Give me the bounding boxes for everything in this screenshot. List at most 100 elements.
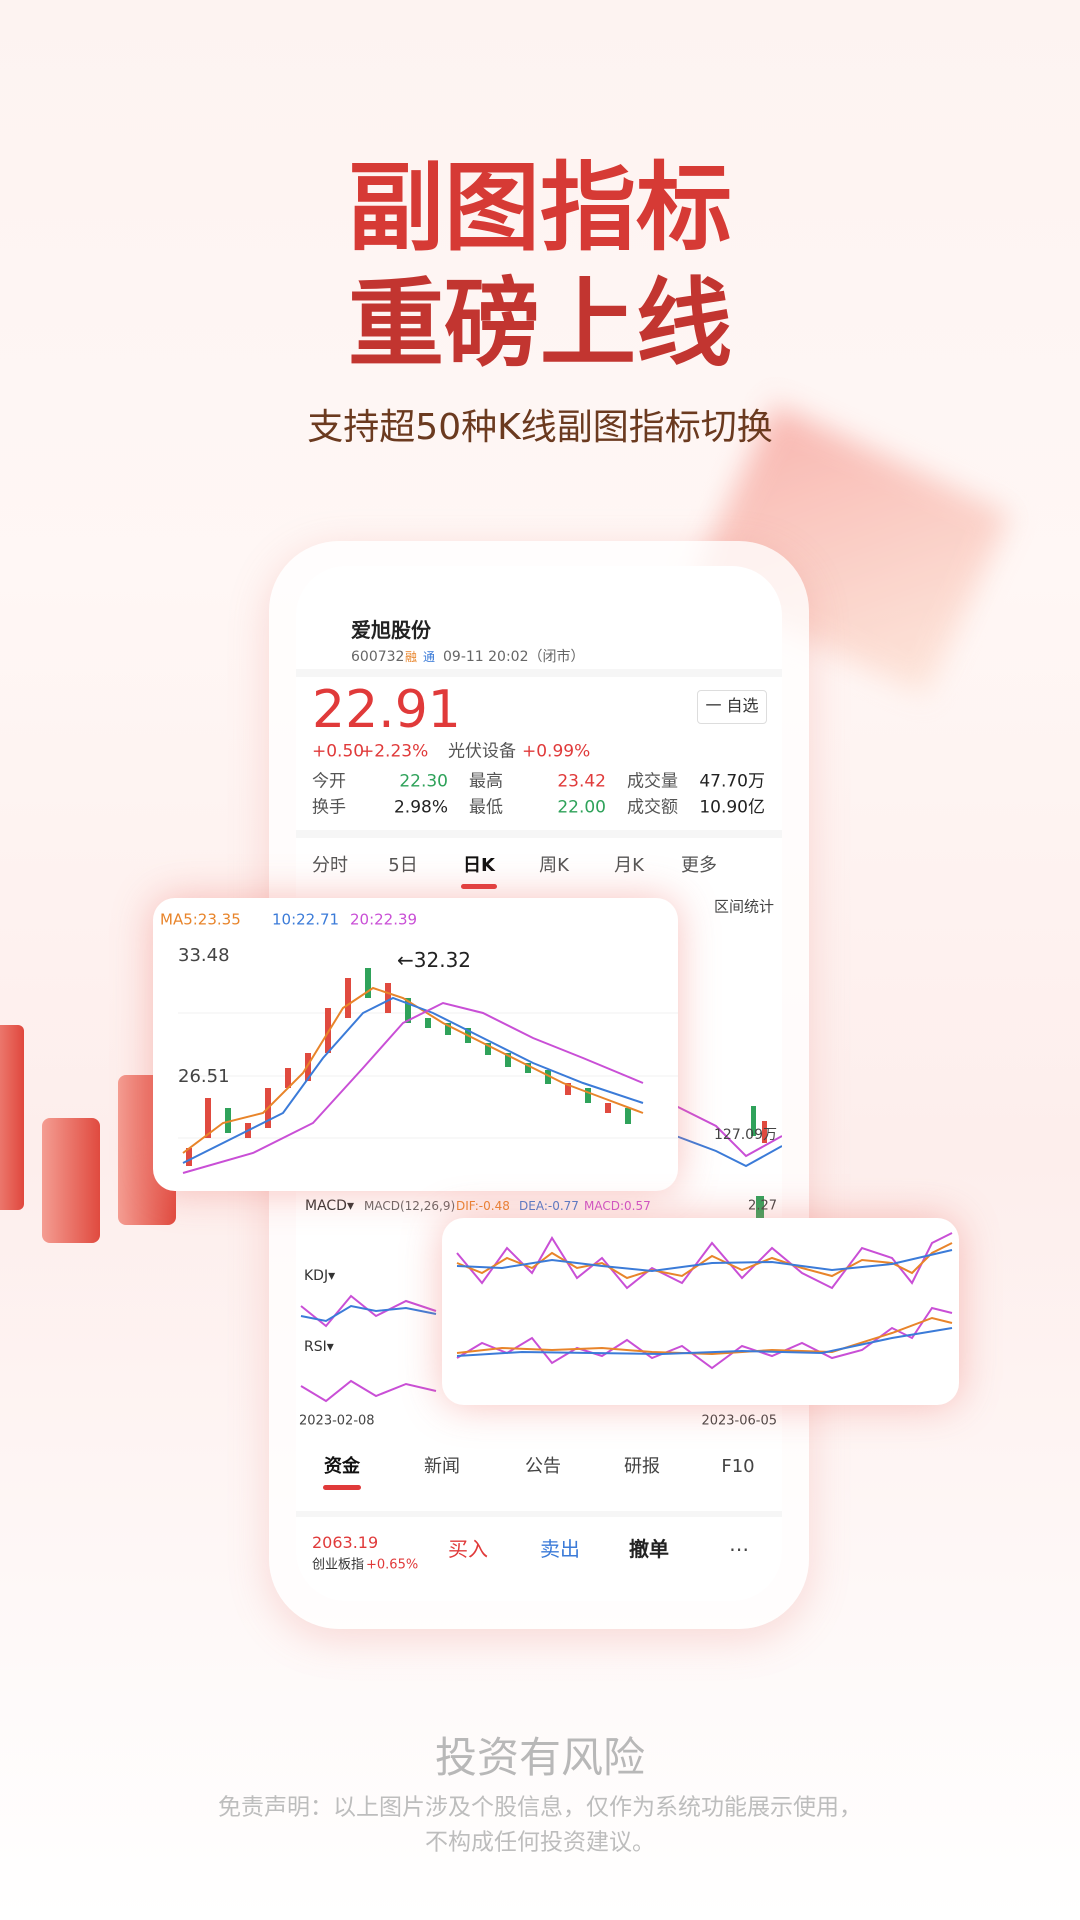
stat-value: 22.30 xyxy=(399,771,448,792)
stat-value: 10.90亿 xyxy=(699,797,765,818)
headline: 重磅上线 xyxy=(348,268,732,380)
range-stats[interactable]: 区间统计 xyxy=(713,897,775,916)
chart-tab[interactable]: 周K xyxy=(539,855,569,876)
ma-line xyxy=(182,986,644,1154)
info-tab[interactable]: 公告 xyxy=(525,1456,561,1477)
stock-time: 09-11 20:02（闭市） xyxy=(443,649,585,665)
stat-label: 成交量 xyxy=(627,771,678,792)
sector[interactable]: 光伏设备 xyxy=(448,741,516,762)
sector-pct: +0.99% xyxy=(522,741,591,762)
candle xyxy=(225,1108,231,1133)
kdj-line xyxy=(456,1249,953,1273)
subtitle: 支持超50种K线副图指标切换 xyxy=(307,407,773,448)
ma-legend: 10:22.71 xyxy=(272,910,340,929)
kdj-line xyxy=(456,1232,953,1290)
ma-line xyxy=(182,1001,644,1174)
change: +0.50 xyxy=(312,741,365,762)
candle xyxy=(762,1121,767,1143)
candle xyxy=(205,1098,211,1138)
candle xyxy=(405,998,411,1023)
background-chart xyxy=(300,1105,782,1403)
divider xyxy=(296,830,782,838)
candle xyxy=(345,978,351,1018)
action-button[interactable]: ⋯ xyxy=(729,1537,749,1561)
indicator-menu[interactable]: RSI▾ xyxy=(304,1339,334,1355)
watch-button[interactable]: 一 自选 xyxy=(705,696,759,715)
kline-chart xyxy=(178,968,678,1174)
index-name: 创业板指 xyxy=(312,1557,365,1573)
stat-label: 今开 xyxy=(312,771,346,792)
kline-card xyxy=(153,898,678,1191)
action-button[interactable]: 卖出 xyxy=(540,1537,580,1561)
stat-label: 成交额 xyxy=(627,797,678,818)
divider xyxy=(296,1511,782,1517)
ma-line xyxy=(675,1105,782,1158)
stat-label: 最高 xyxy=(469,771,503,792)
axis-label: 33.48 xyxy=(178,945,230,966)
rsi-line xyxy=(456,1306,953,1370)
info-tab[interactable]: 研报 xyxy=(624,1456,660,1477)
index-value[interactable]: 2063.19 xyxy=(312,1533,379,1552)
candle xyxy=(565,1083,571,1095)
action-button[interactable]: 买入 xyxy=(448,1537,488,1561)
indicator-params: MACD(12,26,9) xyxy=(364,1199,456,1213)
ma-line xyxy=(182,996,644,1164)
axis-label: 26.51 xyxy=(178,1066,230,1087)
headline: 副图指标 xyxy=(348,152,732,264)
rsi-line xyxy=(300,1379,437,1403)
candle xyxy=(525,1063,531,1073)
candle xyxy=(186,1148,192,1166)
action-button[interactable]: 撤单 xyxy=(629,1537,669,1561)
tab-underline xyxy=(461,884,497,889)
index-pct: +0.65% xyxy=(366,1557,419,1573)
info-tab[interactable]: 资金 xyxy=(324,1456,360,1477)
tab-underline xyxy=(323,1485,361,1490)
date-label: 2023-02-08 xyxy=(299,1413,375,1429)
watch-button-border[interactable] xyxy=(697,690,767,724)
volume-label: 127.09万 xyxy=(714,1127,777,1143)
chart-tab[interactable]: 分时 xyxy=(312,855,348,876)
candle xyxy=(425,1018,431,1028)
indicator-chart xyxy=(456,1232,953,1370)
ma-legend: MA5:23.35 xyxy=(160,910,241,929)
stat-value: 2.98% xyxy=(393,797,448,818)
chart-tab[interactable]: 月K xyxy=(614,855,644,876)
candle xyxy=(585,1088,591,1103)
indicator-menu[interactable]: MACD▾ xyxy=(305,1198,354,1214)
candle xyxy=(445,1023,451,1035)
indicator-card xyxy=(442,1218,959,1405)
stat-value: 23.42 xyxy=(557,771,606,792)
decor-cylinder xyxy=(42,1118,100,1243)
candle xyxy=(505,1053,511,1067)
stat-value: 47.70万 xyxy=(699,771,765,792)
chart-tab[interactable]: 5日 xyxy=(388,855,418,876)
disclaimer: 不构成任何投资建议。 xyxy=(425,1829,655,1856)
chart-tab[interactable]: 日K xyxy=(463,855,495,876)
info-tab[interactable]: F10 xyxy=(721,1456,755,1477)
ma-line xyxy=(675,1135,782,1168)
axis-label: 2.27 xyxy=(748,1198,777,1214)
stat-label: 最低 xyxy=(469,797,503,818)
rsi-line xyxy=(456,1316,953,1356)
kdj-line xyxy=(300,1304,437,1323)
indicator-menu[interactable]: KDJ▾ xyxy=(304,1268,336,1284)
kdj-line xyxy=(300,1294,437,1328)
stat-label: 换手 xyxy=(312,797,346,818)
candle xyxy=(545,1070,551,1084)
indicator-value: MACD:0.57 xyxy=(584,1199,651,1213)
chart-tab[interactable]: 更多 xyxy=(681,855,717,876)
candle xyxy=(485,1043,491,1055)
footer-title: 投资有风险 xyxy=(434,1733,646,1782)
info-tab[interactable]: 新闻 xyxy=(424,1456,460,1477)
stock-name: 爱旭股份 xyxy=(351,618,431,642)
date-label: 2023-06-05 xyxy=(701,1413,777,1429)
candles xyxy=(186,968,631,1166)
peak-label: ←32.32 xyxy=(397,948,472,972)
decor-cylinder xyxy=(0,1025,24,1210)
tag: 通 xyxy=(423,650,436,664)
ma-legend: 20:22.39 xyxy=(350,910,418,929)
candle xyxy=(365,968,371,998)
candle xyxy=(625,1108,631,1124)
candle xyxy=(605,1103,611,1113)
